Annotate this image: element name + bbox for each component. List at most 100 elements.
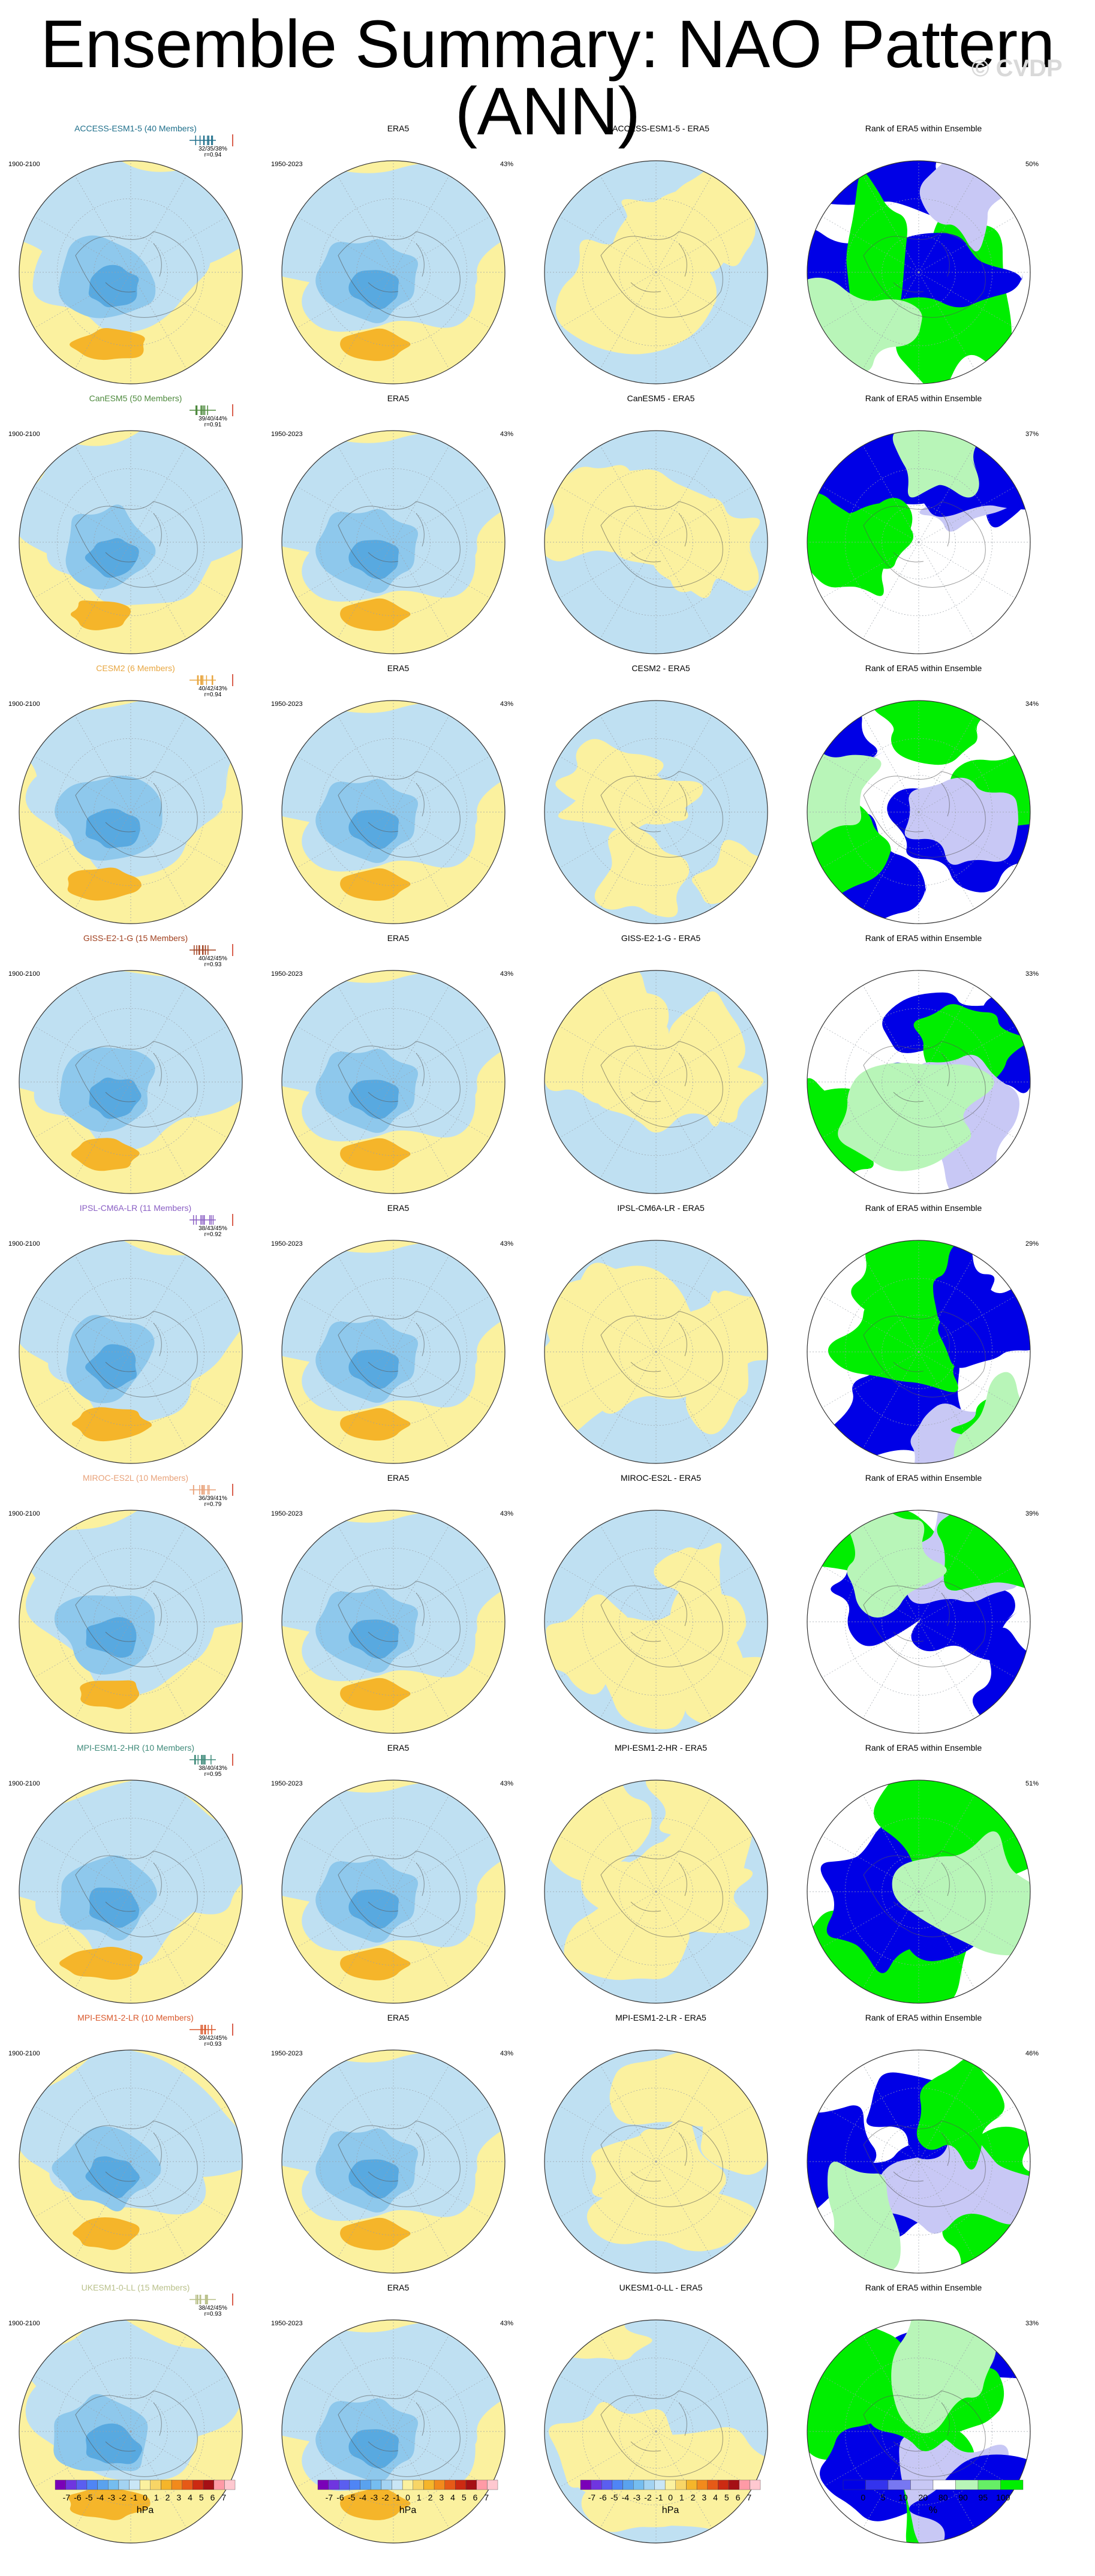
positive-anomaly-center — [340, 2217, 414, 2250]
longitude-label: 180 — [126, 154, 136, 159]
rank-panel-title: Rank of ERA5 within Ensemble — [865, 933, 982, 943]
longitude-label: 120W — [805, 482, 821, 488]
colorbar-swatch — [686, 2479, 697, 2490]
longitude-label: 120E — [229, 752, 243, 758]
map-border — [281, 2319, 506, 2544]
longitude-label: 90E — [507, 810, 518, 816]
model-pattern-map: 180 150W 150E 120W 120E 90W 90E 60W 60E 30W 30E 0 — [4, 1503, 267, 1741]
rank-percent-label: 50% — [1025, 161, 1039, 168]
longitude-label: 30W — [323, 372, 336, 378]
colorbar-tick-label: -2 — [119, 2493, 127, 2502]
colorbar-swatch — [65, 2479, 77, 2490]
longitude-label: 90E — [245, 540, 255, 546]
strong-negative-core — [348, 1619, 399, 1659]
colorbar-tick-label: 1 — [154, 2493, 159, 2502]
coastline — [863, 2120, 986, 2207]
obs-variance-label: 43% — [500, 970, 513, 978]
longitude-label: 60E — [492, 1409, 503, 1415]
obs-panel-title: ERA5 — [387, 663, 410, 673]
colorbar-tick-label: -4 — [97, 2493, 104, 2502]
graticule — [19, 970, 242, 1194]
colorbar-swatch — [707, 2479, 718, 2490]
rank-region — [838, 1063, 994, 1171]
longitude-label: 30W — [586, 2261, 598, 2268]
longitude-label: 0 — [129, 1467, 133, 1471]
rank-region — [807, 2103, 882, 2212]
longitude-label: 150E — [452, 170, 466, 177]
rank-region — [807, 799, 893, 903]
pattern-correlation: r=0.92 — [204, 1231, 222, 1238]
obs-panel: ERA5 1950-2023 43% 180 150W 150E 120W 120E 90W 90… — [266, 2013, 530, 2281]
variance-stats: 32/35/38% — [198, 146, 227, 152]
longitude-label: 120W — [17, 2371, 33, 2377]
longitude-label: 120W — [805, 1561, 821, 1568]
model-panel: MPI-ESM1-2-LR (10 Members) 1900-2100 39/42… — [4, 2013, 267, 2281]
difference-map: 180 150W 150E 120W 120E 90W 90E 60W 60E 30W 30E 0 — [529, 1503, 793, 1741]
longitude-label: 60E — [1017, 1139, 1028, 1146]
ensemble-whisker — [180, 2292, 246, 2307]
longitude-label: 90E — [507, 1889, 518, 1896]
longitude-label: 180 — [651, 693, 661, 699]
colorbar-swatch — [161, 2479, 172, 2490]
longitude-label: 180 — [389, 1233, 399, 1239]
longitude-label: 120E — [754, 482, 769, 488]
longitude-label: 60E — [229, 2219, 240, 2225]
ensemble-whisker — [180, 673, 246, 687]
variance-stats: 36/39/41% — [198, 1495, 227, 1502]
longitude-label: 180 — [914, 2313, 924, 2318]
longitude-label: 90W — [792, 1349, 805, 1356]
rank-map: 180 150W 150E 120W 120E 90W 90E 60W 60E 30W 30E 0 — [792, 423, 1055, 662]
coastline — [863, 231, 986, 318]
longitude-label: 150W — [57, 2329, 73, 2336]
longitude-label: 30W — [849, 2261, 861, 2268]
ensemble-stats: 39/40/44% r=0.91 — [180, 403, 246, 428]
difference-panel-title: IPSL-CM6A-LR - ERA5 — [617, 1203, 705, 1213]
map-border — [19, 2319, 243, 2544]
longitude-label: 120E — [754, 1561, 769, 1568]
model-panel-title: IPSL-CM6A-LR (11 Members) — [79, 1203, 192, 1213]
difference-map: 180 150W 150E 120W 120E 90W 90E 60W 60E 30W 30E 0 — [529, 1773, 793, 2011]
positive-anomaly-center — [340, 1947, 414, 1980]
longitude-label: 90W — [530, 1619, 542, 1626]
positive-anomaly-center — [69, 327, 145, 360]
variance-stats: 39/42/45% — [198, 2035, 227, 2042]
colorbar-swatch — [139, 2479, 151, 2490]
longitude-label: 120E — [229, 1291, 243, 1298]
map-border — [544, 1240, 768, 1464]
rank-map: 180 150W 150E 120W 120E 90W 90E 60W 60E 30W 30E 0 — [792, 963, 1055, 1201]
longitude-label: 60W — [546, 599, 558, 606]
colorbar-swatch — [107, 2479, 119, 2490]
longitude-label: 0 — [654, 2547, 658, 2551]
longitude-label: 30W — [849, 1721, 861, 1728]
polar-map: 180 150W 150E 120W 120E 90W 90E 60W 60E 30W 30E 0 — [807, 970, 1031, 1194]
longitude-label: 90W — [792, 540, 805, 546]
rank-panel: Rank of ERA5 within Ensemble 51% 180 150W 15… — [792, 1743, 1055, 2011]
colorbar-swatch — [182, 2479, 193, 2490]
longitude-label: 30E — [977, 642, 988, 648]
rank-panel-title: Rank of ERA5 within Ensemble — [865, 2013, 982, 2022]
variance-stats: 38/42/45% — [198, 2305, 227, 2312]
polar-map: 180 150W 150E 120W 120E 90W 90E 60W 60E 30W 30E 0 — [19, 430, 255, 654]
colorbar-swatch — [444, 2479, 456, 2490]
map-border — [807, 700, 1031, 924]
map-border — [19, 1510, 243, 1734]
longitude-label: 60W — [20, 1409, 33, 1415]
rank-percent-label: 34% — [1025, 701, 1039, 708]
longitude-label: 30E — [977, 1721, 988, 1728]
rank-region — [891, 2320, 998, 2434]
longitude-label: 120W — [542, 482, 558, 488]
colorbar-swatch — [1000, 2479, 1024, 2490]
map-border — [807, 1510, 1031, 1734]
longitude-label: 30W — [323, 2261, 336, 2268]
ensemble-stats-text: 38/42/45% r=0.93 — [180, 2306, 246, 2318]
colorbar-tick-label: -6 — [74, 2493, 82, 2502]
polar-map: 180 150W 150E 120W 120E 90W 90E 60W 60E 30W 30E 0 — [544, 1780, 768, 2004]
longitude-label: 60E — [754, 599, 765, 606]
ensemble-spread-plot — [189, 134, 233, 146]
colorbar-tick-label: -4 — [622, 2493, 630, 2502]
coastline — [75, 1041, 198, 1128]
longitude-label: 60E — [1017, 1679, 1028, 1685]
strong-negative-core — [89, 1887, 140, 1928]
longitude-label: 30E — [189, 2261, 200, 2268]
ensemble-whisker — [180, 133, 246, 148]
